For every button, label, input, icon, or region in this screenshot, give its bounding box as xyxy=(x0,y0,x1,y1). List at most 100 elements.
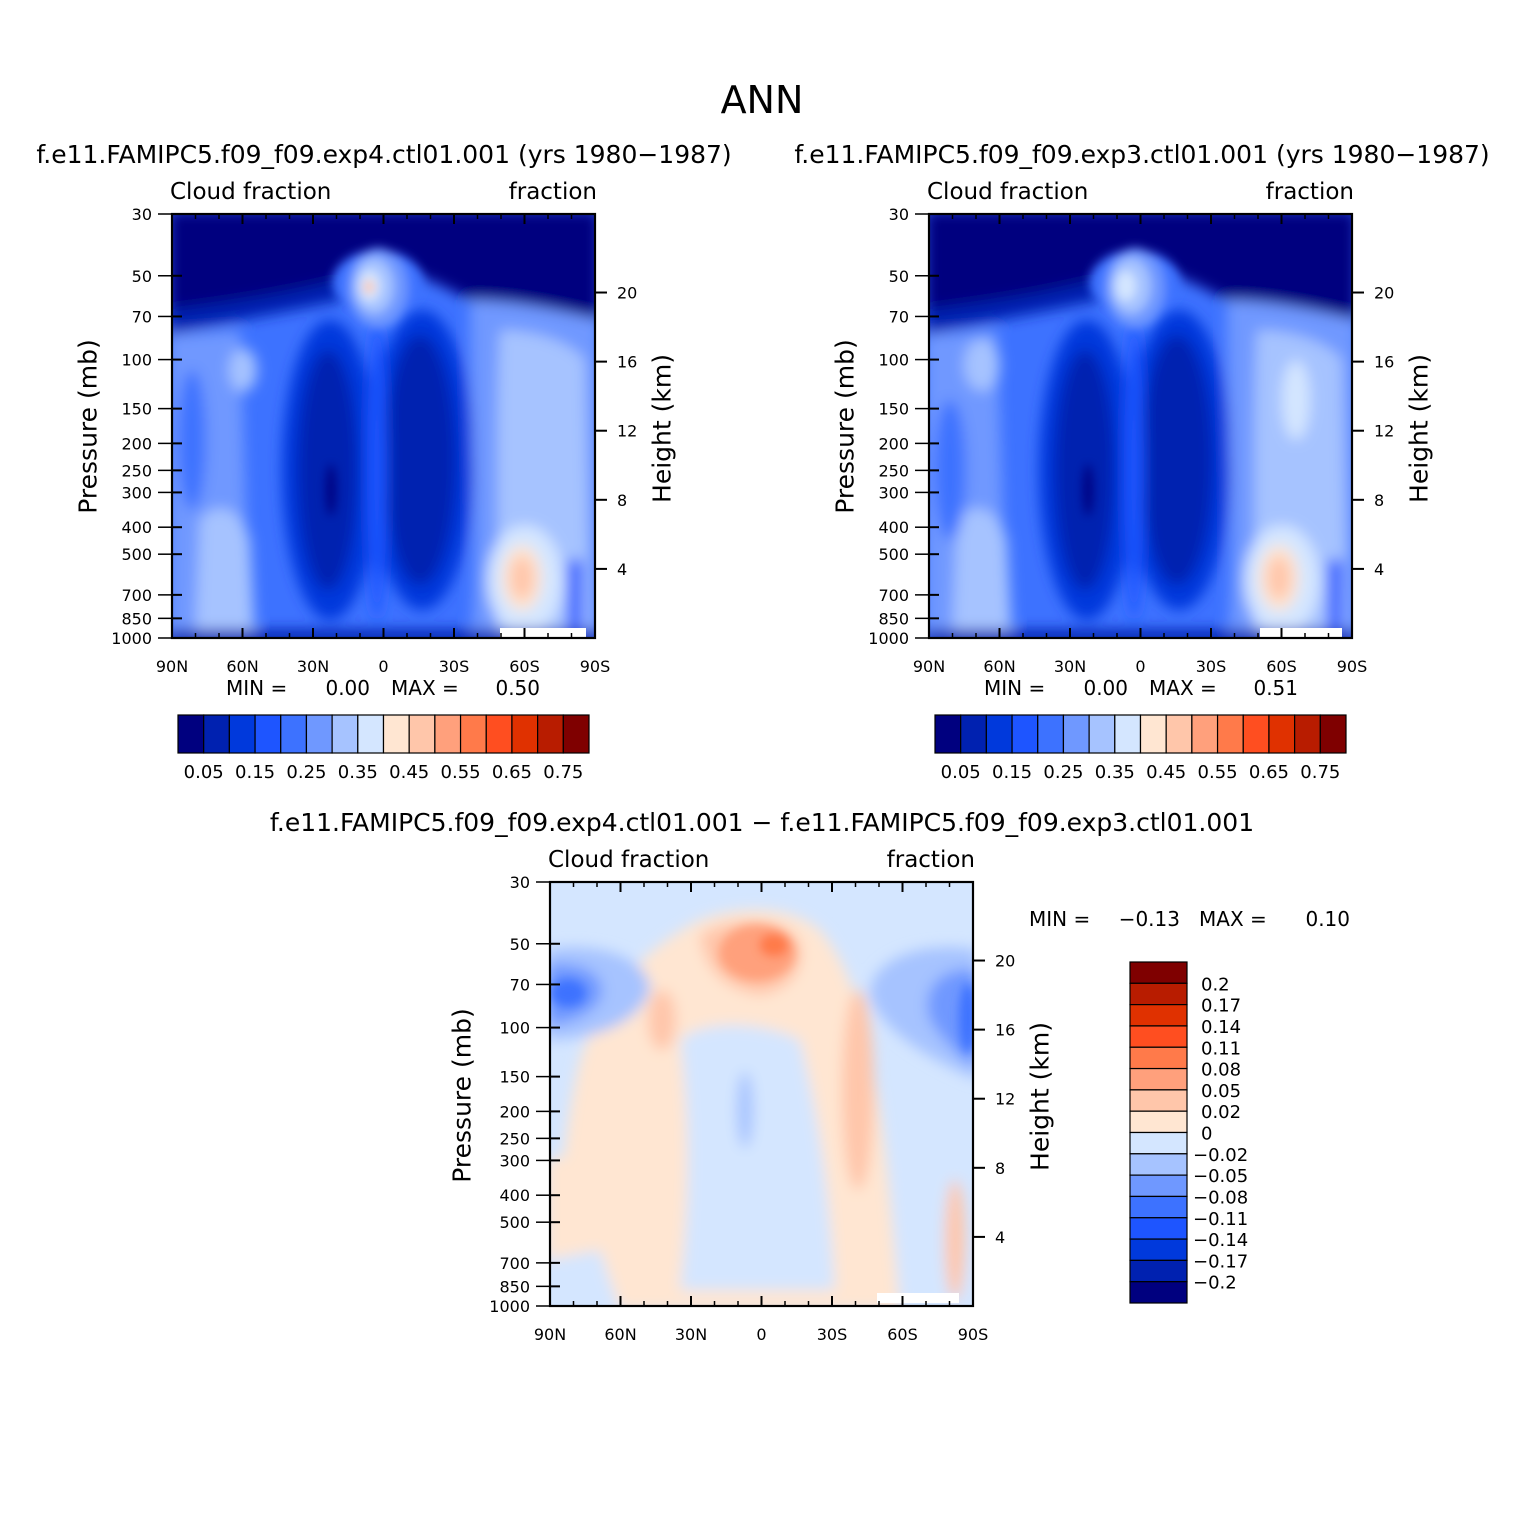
y-tick-label-p2: 500 xyxy=(878,545,909,564)
colorbar-box-p1 xyxy=(228,714,256,754)
y2-tick-label-p1: 20 xyxy=(617,284,637,303)
colorbar-box-p3 xyxy=(1129,1174,1188,1198)
y-tick-label-p2: 1000 xyxy=(868,629,909,648)
colorbar-box-p3 xyxy=(1129,1238,1188,1261)
colorbar-label-p1: 0.75 xyxy=(543,762,583,783)
y-tick-label-p1: 1000 xyxy=(111,629,152,648)
x-tick-label-p2: 90N xyxy=(913,657,945,676)
colorbar-box-p2 xyxy=(1114,714,1142,754)
x-tick-label-p3: 30N xyxy=(675,1325,707,1344)
x-tick-label-p3: 60N xyxy=(604,1325,636,1344)
colorbar-box-p3 xyxy=(1129,1281,1188,1304)
y2-axis-label-p1: Height (km) xyxy=(647,354,677,503)
colorbar-label-p2: 0.45 xyxy=(1146,762,1186,783)
y-tick-label-p3: 50 xyxy=(510,935,530,954)
colorbar-box-p2 xyxy=(1011,714,1039,754)
colorbar-layer: 0.05 0.15 0.25 0.35 0.45 0.55 0.65 0.75 0.05 0.15… xyxy=(177,714,1347,1304)
colorbar-box-p2 xyxy=(1294,714,1321,754)
colorbar-box-p2 xyxy=(1037,714,1065,754)
x-tick-label-p3: 30S xyxy=(817,1325,848,1344)
colorbar-label-p2: 0.65 xyxy=(1249,762,1289,783)
min-label-p1: MIN = xyxy=(226,676,288,700)
y-tick-label-p1: 100 xyxy=(121,351,152,370)
y-tick-label-p3: 30 xyxy=(510,873,530,892)
y2-tick-label-p1: 8 xyxy=(617,491,627,510)
min-value-p3: −0.13 xyxy=(1118,907,1180,931)
colorbar-box-p1 xyxy=(511,714,539,754)
colorbar-label-p3: −0.11 xyxy=(1193,1209,1248,1230)
colorbar-box-p3 xyxy=(1129,1153,1188,1176)
y2-tick-label-p1: 16 xyxy=(617,353,637,372)
max-value-p3: 0.10 xyxy=(1305,907,1350,931)
x-tick-label-p2: 30S xyxy=(1196,657,1227,676)
colorbar-label-p3: 0.14 xyxy=(1201,1017,1241,1038)
contour-field-p1 xyxy=(172,214,595,638)
colorbar-label-p1: 0.35 xyxy=(338,762,378,783)
y-axis-label-p1: Pressure (mb) xyxy=(73,339,103,514)
left-string-p2: Cloud fraction xyxy=(927,179,1089,205)
colorbar-box-p3 xyxy=(1129,1131,1188,1155)
colorbar-box-p1 xyxy=(331,714,359,754)
colorbar-label-p1: 0.65 xyxy=(492,762,532,783)
y-tick-label-p2: 150 xyxy=(878,400,909,419)
y2-tick-label-p3: 16 xyxy=(995,1021,1015,1040)
x-tick-label-p1: 60S xyxy=(509,657,540,676)
y-tick-label-p3: 250 xyxy=(499,1129,530,1148)
colorbar-box-p1 xyxy=(357,714,385,754)
y-tick-label-p1: 700 xyxy=(121,586,152,605)
panel-title-p1: f.e11.FAMIPC5.f09_f09.exp4.ctl01.001 (yr… xyxy=(36,140,732,169)
y-tick-label-p3: 200 xyxy=(499,1102,530,1121)
x-tick-label-p2: 60N xyxy=(983,657,1015,676)
colorbar-box-p2 xyxy=(1268,714,1296,754)
x-tick-label-p1: 90S xyxy=(580,657,611,676)
colorbar-box-p1 xyxy=(434,714,462,754)
y2-tick-label-p3: 12 xyxy=(995,1090,1015,1109)
colorbar-label-p1: 0.25 xyxy=(286,762,326,783)
colorbar-box-p3 xyxy=(1129,982,1188,1006)
colorbar-label-p3: 0.11 xyxy=(1201,1038,1241,1059)
x-tick-label-p1: 30N xyxy=(297,657,329,676)
y-tick-label-p1: 300 xyxy=(121,483,152,502)
colorbar-box-p2 xyxy=(1165,714,1193,754)
left-string-p1: Cloud fraction xyxy=(170,179,332,205)
right-string-p3: fraction xyxy=(886,847,975,873)
y-tick-label-p2: 700 xyxy=(878,586,909,605)
colorbar-box-p3 xyxy=(1129,1004,1188,1027)
colorbar-box-p1 xyxy=(562,714,590,754)
min-label-p3: MIN = xyxy=(1029,907,1091,931)
y-tick-label-p2: 400 xyxy=(878,518,909,537)
colorbar-box-p3 xyxy=(1129,1089,1188,1112)
max-label-p2: MAX = xyxy=(1149,676,1217,700)
y2-tick-label-p2: 16 xyxy=(1374,353,1394,372)
y-tick-label-p3: 100 xyxy=(499,1019,530,1038)
colorbar-label-p1: 0.45 xyxy=(389,762,429,783)
colorbar-box-p1 xyxy=(485,714,513,754)
max-label-p3: MAX = xyxy=(1199,907,1267,931)
colorbar-label-p1: 0.55 xyxy=(441,762,481,783)
colorbar-box-p2 xyxy=(1139,714,1167,754)
x-tick-label-p2: 90S xyxy=(1337,657,1368,676)
left-string-p3: Cloud fraction xyxy=(548,847,710,873)
y-tick-label-p1: 30 xyxy=(132,205,152,224)
x-tick-label-p3: 0 xyxy=(756,1325,766,1344)
colorbar-label-p3: −0.17 xyxy=(1193,1251,1248,1272)
y-tick-label-p1: 250 xyxy=(121,461,152,480)
min-value-p2: 0.00 xyxy=(1083,676,1128,700)
x-tick-label-p1: 90N xyxy=(156,657,188,676)
colorbar-box-p1 xyxy=(177,714,205,754)
x-tick-label-p2: 60S xyxy=(1266,657,1297,676)
x-tick-label-p3: 60S xyxy=(887,1325,918,1344)
colorbar-box-p2 xyxy=(1242,714,1270,754)
colorbar-label-p1: 0.05 xyxy=(184,762,224,783)
colorbar-label-p2: 0.05 xyxy=(941,762,981,783)
colorbar-label-p3: 0.17 xyxy=(1201,996,1241,1017)
colorbar-box-p1 xyxy=(305,714,333,754)
colorbar-label-p3: 0 xyxy=(1201,1124,1212,1145)
y-tick-label-p2: 50 xyxy=(889,267,909,286)
y-tick-label-p3: 400 xyxy=(499,1186,530,1205)
y-tick-label-p3: 500 xyxy=(499,1213,530,1232)
figure-title: ANN xyxy=(720,78,804,122)
contour-field-p3 xyxy=(550,882,973,1306)
x-tick-label-p2: 0 xyxy=(1135,657,1145,676)
